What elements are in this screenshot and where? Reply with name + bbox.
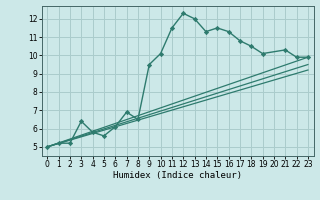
X-axis label: Humidex (Indice chaleur): Humidex (Indice chaleur)	[113, 171, 242, 180]
